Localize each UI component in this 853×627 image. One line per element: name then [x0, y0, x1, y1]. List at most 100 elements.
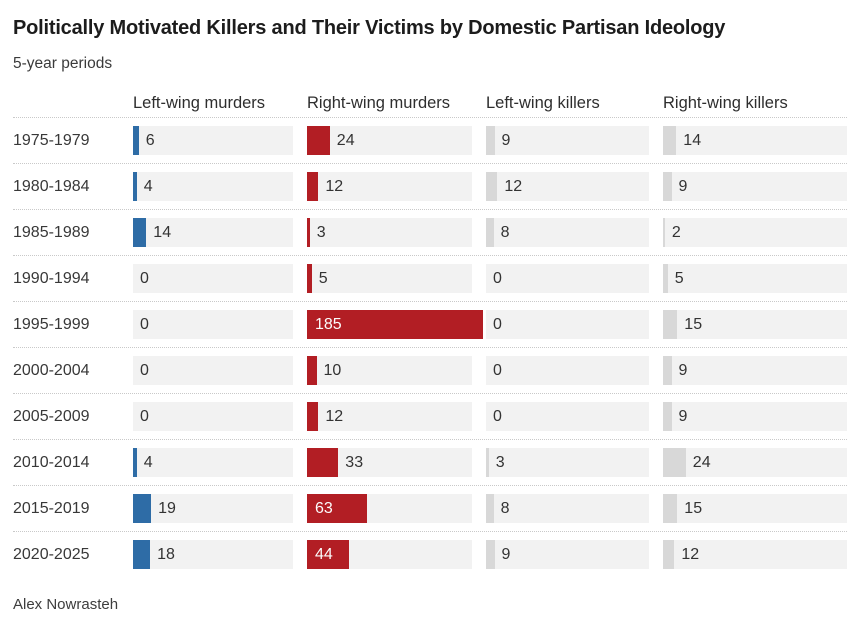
bar-track: 0 [133, 356, 293, 385]
bar [133, 172, 137, 201]
bar [663, 264, 668, 293]
bar-track: 12 [307, 172, 472, 201]
bar-value: 10 [323, 361, 342, 379]
bar-track: 24 [307, 126, 472, 155]
bar-value: 0 [493, 361, 502, 379]
bar-value: 12 [681, 545, 700, 563]
chart-cell: 10 [307, 356, 472, 385]
bar-value: 4 [143, 177, 153, 195]
bar [663, 126, 677, 155]
bar-track: 4 [133, 172, 293, 201]
bar-value: 8 [500, 223, 510, 241]
chart-cell: 15 [663, 310, 847, 339]
bar [307, 540, 349, 569]
bar-track: 5 [663, 264, 847, 293]
bar [486, 172, 498, 201]
bar-value: 9 [678, 177, 688, 195]
bar [307, 402, 319, 431]
bar-value: 5 [674, 269, 684, 287]
bar-value: 3 [495, 453, 505, 471]
chart-row: 2015-2019 19 63 8 15 [13, 494, 847, 523]
bar [486, 126, 495, 155]
bar-value: 14 [153, 223, 172, 241]
chart-cell: 14 [133, 218, 293, 247]
bar [663, 310, 678, 339]
row-separator [13, 439, 847, 440]
bar-track: 15 [663, 310, 847, 339]
bar-track: 14 [663, 126, 847, 155]
bar-value: 4 [143, 453, 153, 471]
bar-track: 0 [486, 310, 649, 339]
column-headers: Left-wing murders Right-wing murders Lef… [13, 93, 847, 114]
row-separator [13, 531, 847, 532]
chart-row: 2020-2025 18 44 9 12 [13, 540, 847, 569]
chart-cell: 3 [486, 448, 649, 477]
bar-value: 12 [325, 407, 344, 425]
row-label-period: 2010-2014 [13, 453, 90, 471]
chart-cell: 19 [133, 494, 293, 523]
bar-value: 0 [140, 269, 149, 287]
bar-value: 0 [140, 361, 149, 379]
column-header-right-wing-killers: Right-wing killers [663, 94, 788, 112]
bar-value: 33 [345, 453, 364, 471]
bar [663, 448, 686, 477]
bar [663, 494, 678, 523]
chart-cell: 0 [133, 264, 293, 293]
bar [663, 540, 675, 569]
chart-cell: 44 [307, 540, 472, 569]
row-separator [13, 255, 847, 256]
chart-cell: 0 [486, 402, 649, 431]
bar-track: 63 [307, 494, 472, 523]
bar-value: 9 [501, 131, 511, 149]
bar [307, 356, 317, 385]
bar-track: 12 [307, 402, 472, 431]
bar-value: 44 [315, 545, 333, 563]
chart-row: 1985-1989 14 3 8 2 [13, 218, 847, 247]
bar-value: 0 [493, 315, 502, 333]
chart-row: 1995-1999 0 185 0 15 [13, 310, 847, 339]
bar-track: 6 [133, 126, 293, 155]
bar-track: 0 [133, 402, 293, 431]
chart-cell: 9 [663, 356, 847, 385]
row-label-period: 2020-2025 [13, 545, 90, 563]
chart-cell: 8 [486, 218, 649, 247]
bar-value: 18 [157, 545, 175, 563]
row-label-period: 1975-1979 [13, 131, 90, 149]
chart-cell: 3 [307, 218, 472, 247]
bar-value: 9 [678, 407, 688, 425]
bar-track: 10 [307, 356, 472, 385]
column-header-right-wing-murders: Right-wing murders [307, 94, 451, 112]
chart-cell: 9 [486, 126, 649, 155]
bar-value: 63 [315, 499, 333, 517]
chart-cell: 5 [307, 264, 472, 293]
bar-value: 24 [336, 131, 355, 149]
bar [307, 172, 319, 201]
bar-value: 15 [684, 499, 703, 517]
row-label-period: 2015-2019 [13, 499, 90, 517]
bar-track: 14 [133, 218, 293, 247]
chart-cell: 9 [663, 402, 847, 431]
bar-track: 185 [307, 310, 483, 339]
chart-cell: 12 [663, 540, 847, 569]
bar-track: 0 [486, 356, 649, 385]
bar-value: 15 [684, 315, 703, 333]
attribution: Alex Nowrasteh [13, 596, 119, 613]
chart-cell: 6 [133, 126, 293, 155]
row-label-period: 2000-2004 [13, 361, 90, 379]
chart-cell: 0 [486, 264, 649, 293]
row-separator [13, 347, 847, 348]
column-header-left-wing-murders: Left-wing murders [133, 94, 266, 112]
bar-value: 3 [316, 223, 326, 241]
row-label-period: 2005-2009 [13, 407, 90, 425]
chart-cell: 8 [486, 494, 649, 523]
chart-cell: 12 [486, 172, 649, 201]
chart-cell: 0 [133, 310, 293, 339]
bar-value: 6 [145, 131, 155, 149]
bar-track: 9 [663, 356, 847, 385]
chart-cell: 33 [307, 448, 472, 477]
bar-track: 24 [663, 448, 847, 477]
bar-track: 12 [663, 540, 847, 569]
bar-value: 9 [678, 361, 688, 379]
bar [307, 126, 330, 155]
